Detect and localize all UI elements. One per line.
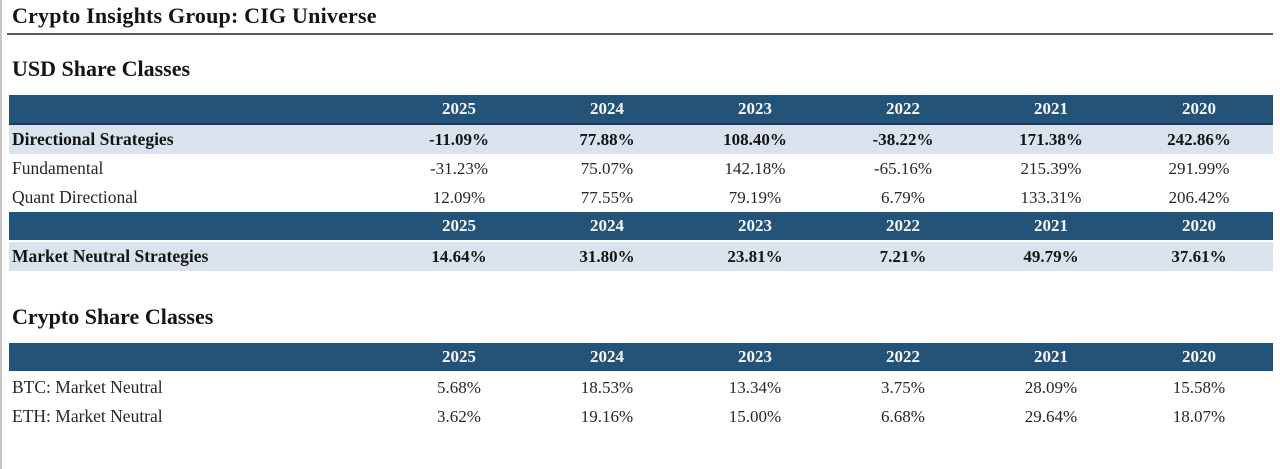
section-heading-usd: USD Share Classes xyxy=(12,56,191,81)
year-header-cell: 2024 xyxy=(533,343,681,373)
page-title: Crypto Insights Group: CIG Universe xyxy=(12,3,377,28)
value-cell: -31.23% xyxy=(429,158,489,178)
value-cell: 19.16% xyxy=(580,406,634,426)
year-header-cell: 2021 xyxy=(977,95,1125,125)
row-label-cell: Market Neutral Strategies xyxy=(9,241,385,271)
year-header-cell: 2025 xyxy=(385,95,533,125)
year-header-cell: 2022 xyxy=(829,343,977,373)
value-cell: 29.64% xyxy=(1024,406,1078,426)
value-cell: 291.99% xyxy=(1168,158,1230,178)
value-cell: 142.18% xyxy=(724,158,786,178)
year-header-blank-cell xyxy=(9,212,385,242)
year-header-blank-cell xyxy=(9,95,385,125)
value-cell: 15.00% xyxy=(728,406,782,426)
table-row: ETH: Market Neutral 3.62% 19.16% 15.00% 6.68… xyxy=(9,402,1273,431)
value-cell: 15.58% xyxy=(1172,377,1226,397)
year-header-cell: 2025 xyxy=(385,343,533,373)
year-header-cell: 2024 xyxy=(533,212,681,242)
usd-share-classes-table: 2025 2024 2023 2022 2021 2020 Directional Stra… xyxy=(9,95,1273,271)
value-cell: 6.79% xyxy=(881,187,925,207)
year-header-row: 2025 2024 2023 2022 2021 2020 xyxy=(9,95,1273,125)
table-row: BTC: Market Neutral 5.68% 18.53% 13.34% 3.75… xyxy=(9,372,1273,402)
year-header-row: 2025 2024 2023 2022 2021 2020 xyxy=(9,212,1273,242)
value-cell: 5.68% xyxy=(437,377,481,397)
table-row: Market Neutral Strategies 14.64% 31.80% 23.… xyxy=(9,241,1273,271)
value-cell: 133.31% xyxy=(1020,187,1082,207)
value-cell: 79.19% xyxy=(728,187,782,207)
value-cell: 215.39% xyxy=(1020,158,1082,178)
value-cell: -65.16% xyxy=(873,158,933,178)
value-cell: 31.80% xyxy=(533,241,681,271)
value-cell: 77.55% xyxy=(580,187,634,207)
row-label-cell: BTC: Market Neutral xyxy=(12,377,163,397)
value-cell: 18.07% xyxy=(1172,406,1226,426)
value-cell: 7.21% xyxy=(829,241,977,271)
value-cell: -38.22% xyxy=(829,124,977,154)
value-cell: 13.34% xyxy=(728,377,782,397)
value-cell: 6.68% xyxy=(881,406,925,426)
year-header-cell: 2023 xyxy=(681,212,829,242)
year-header-blank-cell xyxy=(9,343,385,373)
value-cell: 12.09% xyxy=(432,187,486,207)
year-header-cell: 2024 xyxy=(533,95,681,125)
value-cell: 18.53% xyxy=(580,377,634,397)
value-cell: 49.79% xyxy=(977,241,1125,271)
row-label-cell: Directional Strategies xyxy=(9,124,385,154)
year-header-cell: 2025 xyxy=(385,212,533,242)
year-header-cell: 2020 xyxy=(1125,343,1273,373)
year-header-row: 2025 2024 2023 2022 2021 2020 xyxy=(9,343,1273,373)
section-heading-crypto: Crypto Share Classes xyxy=(12,304,214,329)
table-row: Directional Strategies -11.09% 77.88% 108.4… xyxy=(9,124,1273,154)
year-header-cell: 2022 xyxy=(829,95,977,125)
value-cell: 171.38% xyxy=(977,124,1125,154)
value-cell: 14.64% xyxy=(385,241,533,271)
value-cell: 75.07% xyxy=(580,158,634,178)
row-label-cell: Quant Directional xyxy=(12,187,138,207)
title-divider xyxy=(7,33,1273,35)
table-row: Fundamental -31.23% 75.07% 142.18% -65.16% 21… xyxy=(9,154,1273,183)
year-header-cell: 2021 xyxy=(977,343,1125,373)
value-cell: 3.75% xyxy=(881,377,925,397)
year-header-cell: 2020 xyxy=(1125,95,1273,125)
value-cell: 206.42% xyxy=(1168,187,1230,207)
table-row: Quant Directional 12.09% 77.55% 79.19% 6.79%… xyxy=(9,183,1273,212)
value-cell: -11.09% xyxy=(385,124,533,154)
year-header-cell: 2021 xyxy=(977,212,1125,242)
year-header-cell: 2023 xyxy=(681,343,829,373)
row-label-cell: Fundamental xyxy=(12,158,104,178)
value-cell: 108.40% xyxy=(681,124,829,154)
value-cell: 77.88% xyxy=(533,124,681,154)
value-cell: 3.62% xyxy=(437,406,481,426)
value-cell: 37.61% xyxy=(1125,241,1273,271)
year-header-cell: 2020 xyxy=(1125,212,1273,242)
value-cell: 23.81% xyxy=(681,241,829,271)
value-cell: 242.86% xyxy=(1125,124,1273,154)
row-label-cell: ETH: Market Neutral xyxy=(12,406,163,426)
crypto-share-classes-table: 2025 2024 2023 2022 2021 2020 BTC: Market Neut… xyxy=(9,343,1273,431)
year-header-cell: 2022 xyxy=(829,212,977,242)
value-cell: 28.09% xyxy=(1024,377,1078,397)
year-header-cell: 2023 xyxy=(681,95,829,125)
